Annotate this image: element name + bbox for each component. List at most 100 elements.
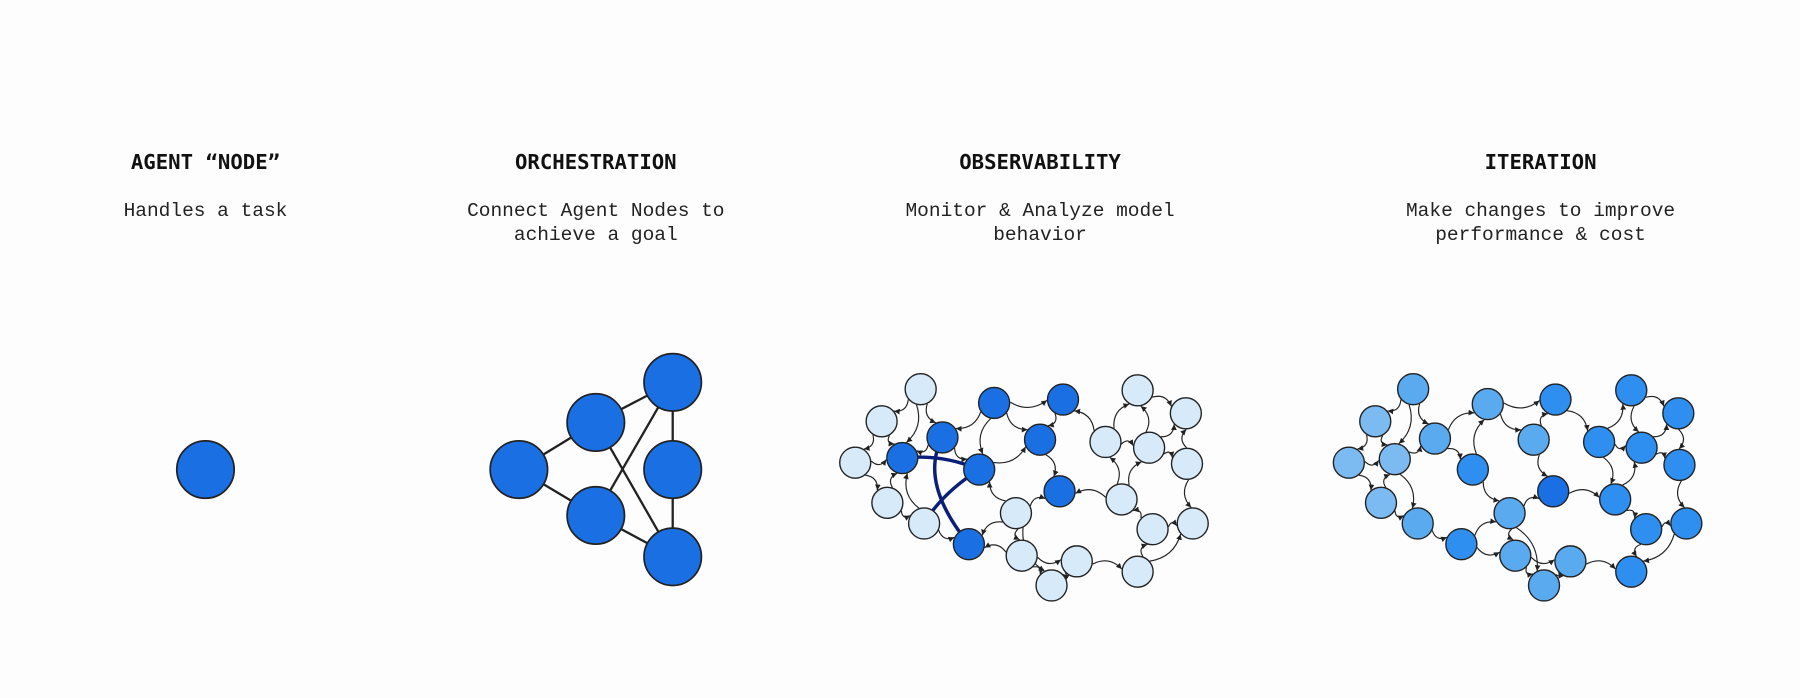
node — [1539, 383, 1572, 416]
edge — [1399, 473, 1417, 509]
node — [1023, 423, 1057, 456]
edge — [984, 542, 1007, 553]
node — [1629, 513, 1663, 546]
edge — [1655, 452, 1667, 459]
edge — [1149, 533, 1182, 562]
edge — [1133, 506, 1142, 519]
edge — [893, 399, 909, 415]
node — [1378, 443, 1411, 476]
edge — [863, 434, 875, 451]
node — [1625, 431, 1658, 464]
edge — [1643, 533, 1675, 564]
edge — [1047, 413, 1057, 428]
edge — [1062, 572, 1070, 580]
node — [1396, 372, 1430, 406]
node — [977, 386, 1011, 420]
edge — [1075, 488, 1107, 498]
node — [1582, 425, 1616, 459]
edge — [1476, 547, 1500, 558]
edge — [1473, 419, 1485, 455]
edge — [938, 530, 955, 543]
nodes — [1332, 372, 1703, 602]
edge — [1539, 411, 1548, 426]
edge — [955, 411, 982, 432]
node — [1499, 539, 1532, 572]
node — [907, 507, 941, 540]
edge — [1516, 527, 1541, 572]
edge — [1380, 435, 1388, 448]
edge — [889, 472, 898, 488]
edge — [1140, 405, 1150, 433]
edge — [887, 435, 895, 447]
edge — [1398, 404, 1412, 445]
nodes — [839, 372, 1209, 602]
node — [1493, 496, 1526, 530]
node — [1456, 453, 1490, 486]
edge — [925, 403, 937, 424]
node — [1121, 374, 1154, 407]
node — [1089, 425, 1122, 459]
edge — [900, 510, 911, 521]
node — [1615, 374, 1648, 407]
edge — [903, 473, 920, 509]
edge — [1357, 434, 1368, 451]
edge — [986, 481, 1006, 502]
node — [1060, 545, 1093, 578]
edge — [1387, 399, 1402, 415]
edge — [1009, 399, 1048, 409]
panel-description: performance & cost — [1435, 224, 1646, 246]
edge — [1506, 528, 1514, 541]
node — [1598, 483, 1632, 516]
edge — [1585, 560, 1616, 570]
edge — [1447, 409, 1475, 430]
edge — [1113, 403, 1130, 429]
edge — [1474, 518, 1497, 536]
edge — [1603, 456, 1616, 485]
edge — [1013, 528, 1020, 541]
panel-title: ORCHESTRATION — [515, 150, 677, 174]
edge — [1045, 454, 1059, 477]
edge — [1499, 413, 1521, 433]
edge — [1163, 451, 1175, 458]
edge — [1653, 424, 1670, 438]
edge — [1364, 460, 1380, 467]
panel-texts: AGENT “NODE” Handles a task ORCHESTRATION C… — [124, 150, 1676, 246]
panel-description: Monitor & Analyze model — [905, 200, 1174, 222]
edge — [1167, 519, 1178, 528]
panel-title: OBSERVABILITY — [959, 150, 1121, 174]
edge — [906, 404, 920, 443]
node — [1105, 483, 1138, 516]
edge — [1530, 556, 1555, 566]
node — [1537, 475, 1570, 508]
node — [865, 405, 898, 438]
edge — [1180, 428, 1188, 449]
edge — [1417, 403, 1429, 425]
edge — [977, 418, 992, 455]
panel-description: behavior — [993, 224, 1087, 246]
edge — [1394, 510, 1404, 521]
edge — [1447, 447, 1463, 460]
edge — [1183, 479, 1192, 508]
node — [952, 527, 986, 561]
edge — [1121, 439, 1134, 446]
iteration-network — [1332, 372, 1703, 602]
edge — [1677, 480, 1685, 508]
node — [1176, 507, 1209, 540]
edge — [1630, 405, 1640, 433]
edge — [1661, 519, 1671, 528]
edge — [1626, 509, 1639, 519]
edge — [953, 447, 968, 463]
node — [926, 421, 959, 454]
edge — [1006, 412, 1028, 433]
edge — [1029, 493, 1046, 507]
orchestration-nodes — [489, 352, 703, 587]
agent-node — [175, 439, 236, 500]
edges — [863, 395, 1192, 580]
edge — [1622, 461, 1639, 486]
edge — [870, 459, 887, 466]
panel-title: ITERATION — [1485, 150, 1597, 174]
edge — [1431, 530, 1448, 543]
